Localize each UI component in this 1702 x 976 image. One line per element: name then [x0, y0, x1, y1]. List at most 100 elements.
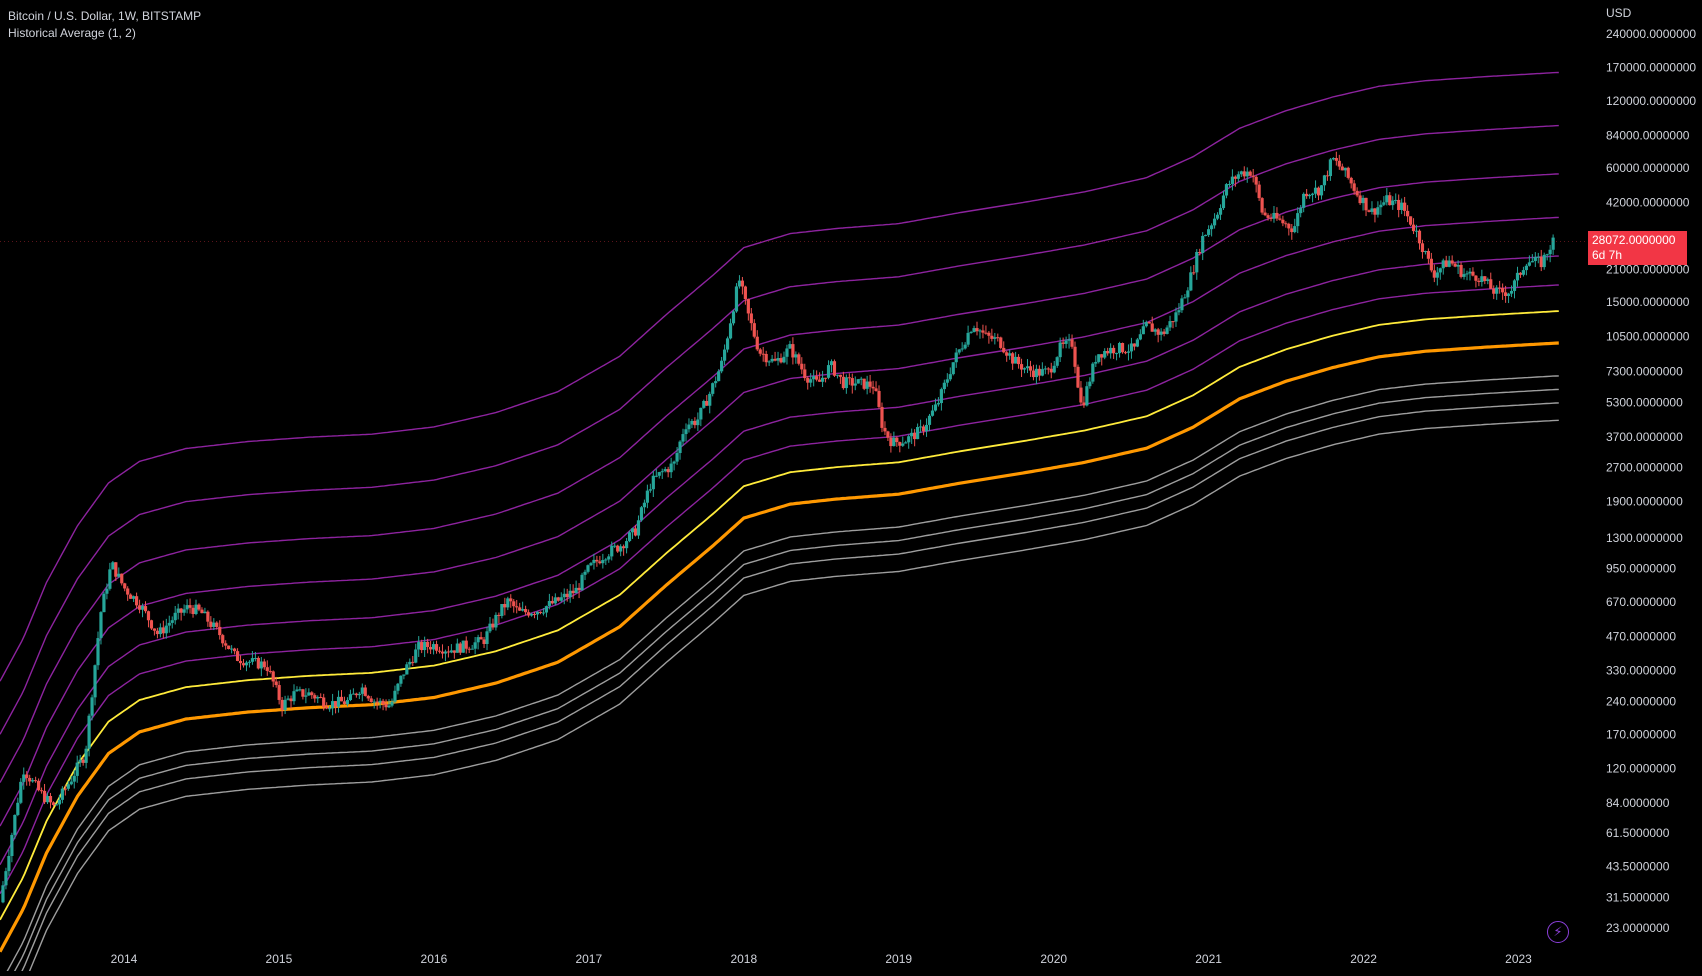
candle: [1112, 345, 1116, 359]
candle: [39, 787, 44, 794]
candle: [1212, 213, 1217, 229]
candle: [1005, 350, 1009, 362]
candlestick-series: [0, 151, 1596, 904]
candle: [978, 328, 982, 339]
candle: [1233, 175, 1237, 187]
candle: [60, 786, 64, 804]
candle: [675, 447, 679, 465]
time-tick-label: 2023: [1505, 952, 1532, 966]
candle: [948, 367, 952, 382]
candle: [1512, 279, 1517, 299]
candle: [1420, 239, 1425, 259]
candle: [969, 330, 973, 334]
candle: [1186, 287, 1190, 304]
candle: [1545, 253, 1549, 261]
time-tick-label: 2021: [1195, 952, 1222, 966]
candle: [345, 697, 350, 707]
candle: [158, 623, 162, 638]
candle: [494, 612, 498, 631]
candle: [137, 599, 142, 614]
candle: [1192, 265, 1196, 275]
price-tick-label: 950.0000000: [1606, 562, 1676, 576]
candle: [1210, 223, 1214, 237]
candle: [452, 650, 456, 659]
candle: [627, 530, 632, 543]
candle: [333, 701, 338, 714]
candle: [749, 308, 753, 331]
price-tick-label: 1900.0000000: [1606, 495, 1683, 509]
candle: [1379, 200, 1383, 215]
candle: [838, 374, 843, 384]
candle: [1486, 277, 1490, 285]
last-price-value: 28072.0000000: [1592, 233, 1676, 247]
candle: [396, 682, 400, 695]
candle: [598, 555, 602, 565]
candle: [1521, 266, 1526, 277]
candle: [1144, 320, 1148, 328]
candle: [1483, 276, 1487, 285]
candle: [1349, 176, 1353, 189]
candle: [1055, 356, 1059, 368]
candle: [622, 544, 626, 556]
candle: [619, 544, 623, 557]
candle: [1400, 198, 1404, 215]
candle: [66, 780, 70, 791]
candle: [1388, 192, 1392, 206]
candle: [301, 688, 305, 700]
candle: [1340, 163, 1344, 171]
price-tick-label: 240.0000000: [1606, 694, 1676, 708]
candle: [895, 436, 899, 447]
band-line-8: [0, 341, 1559, 953]
candle: [102, 591, 106, 613]
candle: [1391, 196, 1395, 210]
candle: [503, 597, 507, 616]
candle: [1180, 295, 1184, 313]
symbol-title[interactable]: Bitcoin / U.S. Dollar, 1W, BITSTAMP: [8, 9, 202, 23]
candle: [1269, 213, 1273, 222]
candle: [1230, 169, 1234, 191]
candle: [818, 372, 822, 382]
candle: [1011, 351, 1015, 370]
candle: [515, 599, 519, 614]
candle: [1278, 214, 1282, 221]
candle: [1423, 250, 1428, 255]
candle: [238, 655, 243, 670]
candle: [1016, 354, 1021, 369]
candle: [1159, 328, 1163, 341]
candle: [164, 618, 168, 639]
candle: [711, 382, 715, 397]
candle: [773, 351, 777, 362]
candle: [1, 881, 5, 904]
candle: [1501, 283, 1505, 300]
candle: [274, 676, 278, 688]
candle: [247, 660, 252, 668]
candle: [200, 607, 204, 614]
candle: [1195, 249, 1199, 280]
candle: [693, 417, 697, 429]
price-axis[interactable]: 240000.0000000 170000.0000000 120000.00000…: [1606, 27, 1696, 935]
candle: [129, 593, 133, 599]
candle: [1548, 245, 1552, 263]
candle: [913, 429, 917, 447]
candle: [1414, 224, 1419, 238]
flash-icon[interactable]: ⚡: [1547, 921, 1569, 943]
candle: [1061, 337, 1065, 349]
candle: [173, 605, 177, 625]
candle: [1495, 285, 1499, 300]
time-axis[interactable]: 2014 2015 2016 2017 2018 2019 2020 2021 2022 2023: [111, 952, 1533, 966]
candle: [1506, 292, 1511, 304]
candle: [1085, 381, 1089, 407]
band-line-6: [0, 284, 1559, 895]
candle: [1468, 267, 1472, 281]
candle: [1224, 183, 1229, 199]
candle: [1037, 365, 1041, 381]
candle: [37, 778, 41, 792]
candle: [589, 562, 593, 567]
candle: [1272, 205, 1276, 223]
candle: [1509, 285, 1514, 298]
indicator-legend[interactable]: Historical Average (1, 2): [8, 26, 136, 40]
candle: [1031, 364, 1036, 381]
candle: [1325, 170, 1330, 181]
